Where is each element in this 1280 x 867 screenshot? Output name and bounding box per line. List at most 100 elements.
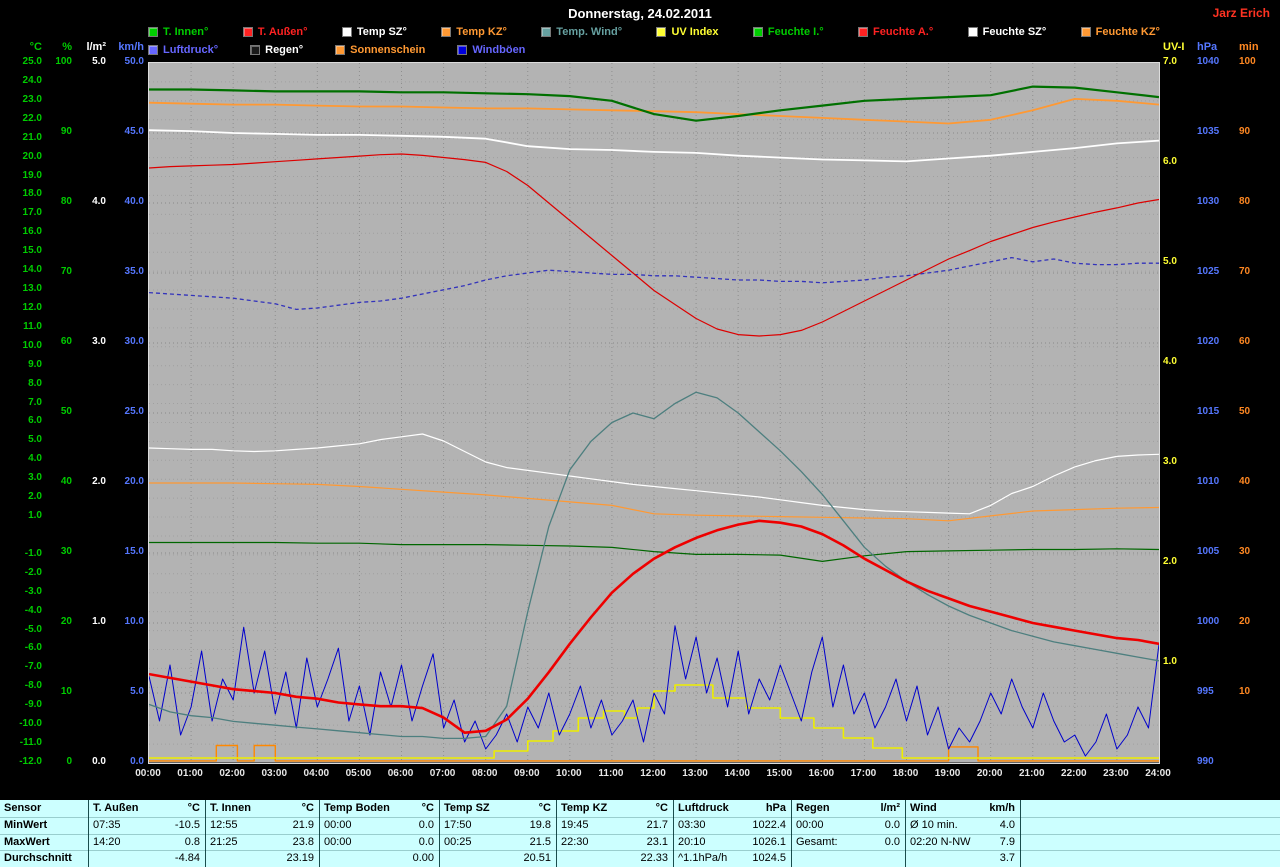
feuchte-i-swatch-icon bbox=[752, 27, 763, 37]
axis-tick-min: 50 bbox=[1239, 406, 1251, 417]
feuchte-sz-swatch-icon bbox=[967, 27, 978, 37]
x-axis-label: 02:00 bbox=[219, 768, 245, 779]
axis-tick-hpa: 1005 bbox=[1197, 546, 1220, 557]
legend-label: T. Außen° bbox=[257, 26, 308, 38]
table-col-header: Luftdruck bbox=[678, 802, 729, 814]
table-cell-value: 21.9 bbox=[292, 818, 314, 831]
table-col-unit: °C bbox=[187, 802, 200, 814]
x-axis-label: 17:00 bbox=[850, 768, 877, 779]
legend-row-1: T. Innen° T. Außen° Temp SZ° Temp KZ° Temp. … bbox=[148, 25, 1160, 39]
table-cell-time: Ø 10 min. bbox=[910, 818, 958, 831]
x-axis-label: 20:00 bbox=[976, 768, 1003, 779]
axis-tick-kmh: 45.0 bbox=[124, 126, 144, 137]
page-title: Donnerstag, 24.02.2011 bbox=[568, 6, 712, 21]
table-cell-time: 22:30 bbox=[561, 835, 589, 848]
table-cell-time: 02:20 N-NW bbox=[910, 835, 971, 848]
legend-label: Windböen bbox=[472, 44, 526, 56]
legend-item-t-innen[interactable]: T. Innen° bbox=[148, 25, 208, 39]
legend-label: T. Innen° bbox=[163, 26, 209, 38]
table-cell-value: -10.5 bbox=[174, 818, 200, 831]
legend-item-windb-en[interactable]: Windböen bbox=[457, 43, 525, 57]
table-col-header: Temp SZ bbox=[444, 802, 490, 814]
x-axis-label: 21:00 bbox=[1018, 768, 1045, 779]
x-axis-label: 11:00 bbox=[598, 768, 624, 779]
legend-item-t-au-en[interactable]: T. Außen° bbox=[242, 25, 308, 39]
axis-tick-c: 23.0 bbox=[22, 93, 42, 105]
axis-tick-pct: 30 bbox=[60, 546, 72, 557]
titlebar: Donnerstag, 24.02.2011 Jarz Erich bbox=[0, 0, 1280, 22]
axis-tick-kmh: 5.0 bbox=[130, 686, 144, 697]
axis-tick-lm2: 5.0 bbox=[92, 56, 106, 67]
table-cell-value: 0.0 bbox=[418, 818, 434, 831]
axis-tick-hpa: 1035 bbox=[1197, 126, 1220, 137]
axis-tick-hpa: 1030 bbox=[1197, 196, 1220, 207]
axis-tick-c: 17.0 bbox=[22, 207, 42, 219]
table-cell-value: 21.7 bbox=[646, 818, 668, 831]
axis-tick-kmh: 10.0 bbox=[124, 616, 144, 627]
table-cell-value: 3.7 bbox=[999, 852, 1015, 865]
axis-tick-c: 8.0 bbox=[28, 377, 42, 389]
axis-tick-c: -11.0 bbox=[19, 737, 42, 749]
sonnenschein-swatch-icon bbox=[335, 45, 346, 55]
axis-tick-c: 19.0 bbox=[22, 169, 42, 181]
x-axis-label: 08:00 bbox=[471, 768, 498, 779]
legend-item-feuchte-a[interactable]: Feuchte A.° bbox=[858, 25, 933, 39]
axis-tick-min: 30 bbox=[1239, 546, 1251, 557]
legend-label: Feuchte A.° bbox=[873, 26, 934, 38]
series-feuchte-a bbox=[149, 153, 1159, 337]
table-cell-value: 0.0 bbox=[418, 835, 434, 848]
axis-tick-pct: 20 bbox=[60, 616, 72, 627]
regen-swatch-icon bbox=[250, 45, 261, 55]
table-cell-time: 14:20 bbox=[93, 835, 121, 848]
axis-name-min: min bbox=[1239, 41, 1259, 53]
table-col-unit: hPa bbox=[765, 802, 786, 814]
legend-item-temp-kz[interactable]: Temp KZ° bbox=[441, 25, 507, 39]
table-cell-value: 0.0 bbox=[884, 835, 900, 848]
series-temp-wind bbox=[149, 391, 1159, 740]
legend-item-uv-index[interactable]: UV Index bbox=[656, 25, 719, 39]
table-cell-time: 00:25 bbox=[444, 835, 472, 848]
legend-label: Temp SZ° bbox=[356, 26, 407, 38]
legend-item-feuchte-sz[interactable]: Feuchte SZ° bbox=[967, 25, 1046, 39]
axis-name-lm2: l/m² bbox=[86, 41, 106, 53]
axis-tick-lm2: 4.0 bbox=[92, 196, 106, 207]
table-row-separator bbox=[0, 850, 1280, 852]
legend-item-feuchte-i[interactable]: Feuchte I.° bbox=[752, 25, 824, 39]
axis-tick-min: 60 bbox=[1239, 336, 1251, 347]
axis-tick-min: 40 bbox=[1239, 476, 1251, 487]
legend-item-luftdruck[interactable]: Luftdruck° bbox=[148, 43, 218, 57]
author-label: Jarz Erich bbox=[1212, 6, 1270, 20]
axis-tick-kmh: 30.0 bbox=[124, 336, 144, 347]
axis-tick-hpa: 990 bbox=[1197, 756, 1214, 767]
legend-item-temp-sz[interactable]: Temp SZ° bbox=[341, 25, 407, 39]
axis-tick-uv: 7.0 bbox=[1163, 56, 1177, 67]
table-cell-value: 1026.1 bbox=[752, 835, 786, 848]
table-cell-time: 00:00 bbox=[324, 835, 352, 848]
axis-tick-lm2: 0.0 bbox=[92, 756, 106, 767]
x-axis-label: 06:00 bbox=[387, 768, 414, 779]
legend-label: Temp. Wind° bbox=[556, 26, 623, 38]
legend-item-sonnenschein[interactable]: Sonnenschein bbox=[335, 43, 425, 57]
legend-item-temp-wind[interactable]: Temp. Wind° bbox=[541, 25, 622, 39]
legend-row-2: Luftdruck° Regen° Sonnenschein Windböen bbox=[148, 43, 1160, 57]
axis-tick-uv: 5.0 bbox=[1163, 256, 1177, 267]
feuchte-kz-swatch-icon bbox=[1080, 27, 1091, 37]
series-feuchte-i bbox=[149, 541, 1159, 562]
axis-tick-kmh: 40.0 bbox=[124, 196, 144, 207]
axis-tick-lm2: 3.0 bbox=[92, 336, 106, 347]
table-col-header: Regen bbox=[796, 802, 830, 814]
axis-name-c: °C bbox=[29, 41, 42, 53]
axis-tick-pct: 60 bbox=[60, 336, 72, 347]
table-cell-time: Gesamt: bbox=[796, 835, 838, 848]
x-axis-label: 00:00 bbox=[135, 768, 161, 779]
table-col-unit: °C bbox=[301, 802, 314, 814]
axis-tick-kmh: 35.0 bbox=[124, 266, 144, 277]
table-cell-value: 1024.5 bbox=[752, 852, 786, 865]
axis-tick-c: 5.0 bbox=[28, 434, 42, 446]
legend-item-feuchte-kz[interactable]: Feuchte KZ° bbox=[1080, 25, 1160, 39]
axis-tick-min: 20 bbox=[1239, 616, 1251, 627]
axis-tick-c: -2.0 bbox=[24, 566, 42, 578]
axis-tick-pct: 40 bbox=[60, 476, 72, 487]
legend-item-regen[interactable]: Regen° bbox=[250, 43, 303, 57]
table-cell-value: 1022.4 bbox=[752, 818, 786, 831]
